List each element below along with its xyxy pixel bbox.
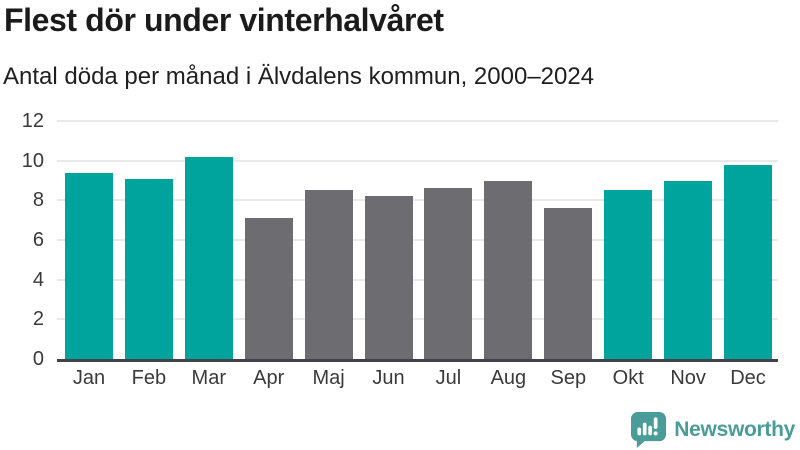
x-tick-label-sep: Sep (550, 367, 587, 389)
y-tick-label-10: 10 (21, 149, 44, 172)
newsworthy-logo: Newsworthy (630, 411, 795, 448)
y-tick-label-0: 0 (32, 348, 44, 370)
x-tick-label-feb: Feb (131, 367, 167, 389)
gridline-y6 (57, 239, 778, 241)
gridline-y4 (57, 278, 778, 281)
gridline-y2 (57, 318, 778, 321)
x-tick-label-jan: Jan (72, 367, 106, 389)
x-tick-label-okt: Okt (612, 367, 644, 389)
x-tick-label-nov: Nov (670, 367, 706, 389)
bar-okt (604, 190, 653, 359)
x-tick-label-apr: Apr (253, 367, 285, 389)
x-tick-label-dec: Dec (730, 367, 766, 389)
y-tick-label-8: 8 (32, 189, 44, 212)
bar-apr (244, 218, 293, 359)
x-tick-label-maj: Maj (312, 367, 345, 389)
y-tick-label-2: 2 (32, 308, 44, 331)
bar-jun (364, 196, 413, 359)
plot-area (57, 120, 778, 362)
bar-sep (544, 208, 593, 359)
bar-aug (484, 180, 533, 359)
bar-mar (184, 156, 233, 359)
page-subtitle: Antal döda per månad i Älvdalens kommun,… (3, 63, 595, 90)
speech-bubble-bar-chart-icon (631, 411, 667, 448)
x-tick-label-jul: Jul (435, 367, 462, 389)
y-tick-label-6: 6 (32, 229, 44, 251)
y-tick-label-4: 4 (32, 268, 44, 291)
bar-jul (424, 188, 473, 359)
bar-maj (304, 190, 353, 359)
y-tick-label-12: 12 (21, 110, 44, 132)
bar-dec (724, 164, 773, 359)
bar-jan (64, 172, 113, 359)
x-tick-label-aug: Aug (490, 367, 527, 389)
x-tick-label-jun: Jun (372, 367, 405, 389)
brand-name: Newsworthy (674, 417, 795, 441)
page-title: Flest dör under vinterhalvåret (4, 2, 444, 38)
gridline-y10 (57, 159, 778, 162)
x-tick-label-mar: Mar (191, 367, 226, 389)
gridline-y12 (57, 120, 778, 122)
gridline-y8 (57, 199, 778, 202)
bar-nov (664, 180, 713, 359)
bar-feb (124, 178, 173, 359)
